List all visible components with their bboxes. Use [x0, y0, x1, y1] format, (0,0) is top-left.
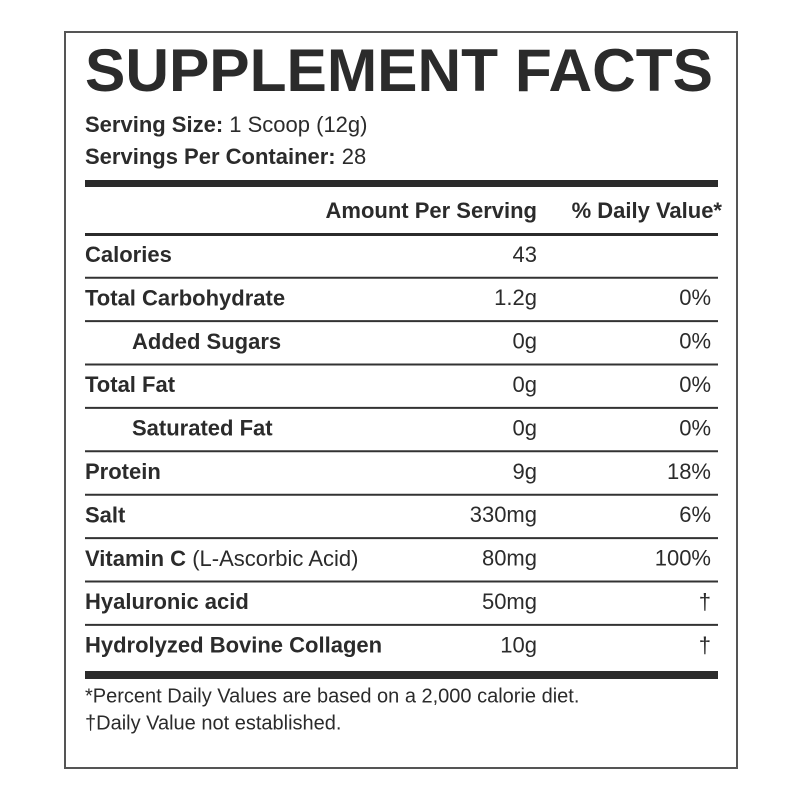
amount: 0g	[513, 372, 537, 397]
column-header: % Daily Value*	[572, 198, 723, 223]
serving-size: Serving Size: 1 Scoop (12g)	[85, 112, 367, 137]
daily-value: 0%	[679, 372, 711, 397]
nutrient-name: Vitamin C	[85, 546, 186, 571]
footnote: †Daily Value not established.	[85, 712, 341, 734]
nutrient-name: Added Sugars	[132, 329, 281, 354]
nutrient-name: Total Fat	[85, 372, 176, 397]
title: SUPPLEMENT FACTS	[85, 37, 713, 104]
daily-value: 18%	[667, 459, 711, 484]
serving-value: 28	[342, 144, 366, 169]
serving-label: Serving Size:	[85, 112, 223, 137]
amount: 10g	[500, 632, 537, 657]
footnote: *Percent Daily Values are based on a 2,0…	[85, 685, 579, 707]
nutrient-name: Salt	[85, 502, 126, 527]
amount: 50mg	[482, 589, 537, 614]
daily-value: †	[699, 632, 711, 657]
nutrient-note: (L-Ascorbic Acid)	[192, 546, 358, 571]
daily-value: 0%	[679, 329, 711, 354]
daily-value: 100%	[655, 546, 711, 571]
nutrient-name: Hydrolyzed Bovine Collagen	[85, 632, 382, 657]
daily-value: 0%	[679, 285, 711, 310]
row-name: Protein	[85, 459, 161, 484]
row-name: Vitamin C (L-Ascorbic Acid)	[85, 546, 358, 571]
label-border	[64, 31, 738, 769]
divider-thick	[85, 671, 718, 679]
column-header: Amount Per Serving	[326, 198, 537, 223]
row-name: Salt	[85, 502, 126, 527]
nutrient-name: Hyaluronic acid	[85, 589, 249, 614]
divider	[85, 233, 718, 236]
table-rows: Calories 43 Total Carbohydrate 1.2g 0% Added …	[85, 242, 718, 657]
amount: 9g	[513, 459, 537, 484]
nutrient-name: Total Carbohydrate	[85, 285, 285, 310]
amount: 80mg	[482, 546, 537, 571]
row-name: Total Fat	[85, 372, 176, 397]
row-name: Calories	[85, 242, 172, 267]
amount: 0g	[513, 415, 537, 440]
nutrient-name: Protein	[85, 459, 161, 484]
nutrient-name: Saturated Fat	[132, 415, 273, 440]
nutrient-name: Calories	[85, 242, 172, 267]
row-name: Total Carbohydrate	[85, 285, 285, 310]
serving-label: Servings Per Container:	[85, 144, 336, 169]
servings-per-container: Servings Per Container: 28	[85, 144, 366, 169]
row-name: Hydrolyzed Bovine Collagen	[85, 632, 382, 657]
row-name: Added Sugars	[132, 329, 281, 354]
amount: 1.2g	[494, 285, 537, 310]
amount: 0g	[513, 329, 537, 354]
amount: 43	[513, 242, 537, 267]
daily-value: †	[699, 589, 711, 614]
row-name: Saturated Fat	[132, 415, 273, 440]
amount: 330mg	[470, 502, 537, 527]
daily-value: 6%	[679, 502, 711, 527]
serving-value: 1 Scoop (12g)	[229, 112, 367, 137]
divider-thick	[85, 180, 718, 187]
daily-value: 0%	[679, 415, 711, 440]
row-name: Hyaluronic acid	[85, 589, 249, 614]
